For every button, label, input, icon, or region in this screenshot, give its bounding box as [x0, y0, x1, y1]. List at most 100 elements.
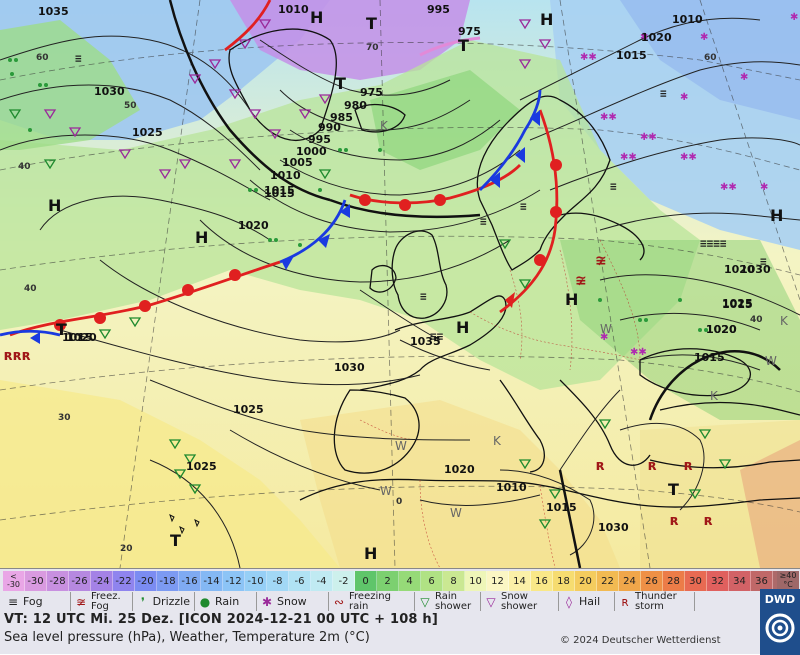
scale-cell: 22 — [597, 571, 619, 591]
low-pressure-centre: T — [170, 531, 181, 550]
drizzle-icon: ❜ — [140, 594, 145, 609]
isobar-label: 1015 — [616, 49, 647, 62]
svg-text:ʀ: ʀ — [596, 458, 605, 474]
high-pressure-centre: H — [364, 544, 378, 563]
svg-text:K: K — [380, 119, 389, 133]
svg-text:≆: ≆ — [575, 273, 587, 289]
legend-label: Snow shower — [501, 590, 538, 612]
scale-cell: 24 — [619, 571, 641, 591]
map-canvas: ✱✱✱✱✱✱ ✱✱ ✱✱✱ ✱✱✱ ✱ ✱✱✱ ✱✱✱ ≡≡≡≡ ≡≡≡≡≡≡ ≡≡… — [0, 0, 800, 568]
scale-cell: 10 — [465, 571, 487, 591]
legend-label: Rain shower — [435, 590, 472, 612]
latitude-label: 30 — [58, 413, 71, 423]
weather-symbol-legend: ≡ Fog ≆ Freez. Fog ❜ Drizzle ● Rain ✱ Snow ∾ Freezin… — [3, 590, 759, 612]
temperature-scale: < -30 -30 -28 -26 -24 -22 -20 -18 -16 -14 -12 -10 -8-… — [3, 571, 795, 591]
isobar-label: 1030 — [598, 521, 629, 534]
latitude-label: 40 — [750, 315, 763, 325]
isobar-label: 990 — [318, 121, 341, 134]
low-pressure-centre: T — [668, 480, 679, 499]
svg-text:✱✱: ✱✱ — [580, 52, 597, 63]
scale-cell: 0 — [355, 571, 377, 591]
isobar-label: 1015 — [264, 187, 295, 200]
scale-cell: -30 — [25, 571, 47, 591]
latitude-label: 20 — [120, 544, 133, 554]
isobar-label: 1015 — [694, 351, 725, 364]
isobar-label: 1030 — [94, 85, 125, 98]
copyright-text: © 2024 Deutscher Wetterdienst — [560, 635, 721, 646]
isobar-label: 1000 — [296, 145, 327, 158]
latitude-label: 40 — [24, 284, 37, 294]
isobar-label: 980 — [344, 99, 367, 112]
isobar-label: 1025 — [722, 297, 753, 310]
scale-cell: -24 — [91, 571, 113, 591]
scale-cell: 6 — [421, 571, 443, 591]
scale-cell: -20 — [135, 571, 157, 591]
isobar-label: 995 — [308, 133, 331, 146]
snow-icon: ✱ — [261, 594, 273, 609]
scale-cell: -22 — [113, 571, 135, 591]
dwd-logo-icon — [765, 613, 795, 643]
svg-text:W: W — [450, 506, 462, 520]
isobar-label: 1020 — [706, 323, 737, 336]
svg-text:≡: ≡ — [760, 255, 767, 268]
scale-cell: 30 — [685, 571, 707, 591]
svg-text:✱: ✱ — [600, 332, 608, 343]
scale-cell: 12 — [487, 571, 509, 591]
svg-text:W: W — [765, 354, 777, 368]
isobar-label: 1005 — [282, 156, 313, 169]
isobar-label: 1010 — [270, 169, 301, 182]
scale-cell: -2 — [333, 571, 355, 591]
svg-text:✱: ✱ — [760, 182, 768, 193]
legend-fog: ≡ Fog — [3, 592, 71, 611]
legend-thunderstorm: ʀ Thunder storm — [615, 591, 695, 611]
isobar-label: 1015 — [722, 298, 753, 311]
isobar-label: 1025 — [186, 460, 217, 473]
svg-text:✱: ✱ — [740, 72, 748, 83]
scale-cell: -4 — [311, 571, 333, 591]
scale-cell: 28 — [663, 571, 685, 591]
legend-label: Freezing rain — [349, 590, 391, 612]
isobar-label: 1025 — [132, 126, 163, 139]
legend-hail: ◊ Hail — [559, 592, 615, 611]
isobar-label: 975 — [360, 86, 383, 99]
freezing-fog-icon: ≆ — [75, 594, 87, 609]
svg-text:W: W — [380, 484, 392, 498]
isobar-label: 1035 — [410, 335, 441, 348]
high-pressure-centre: H — [195, 228, 209, 247]
low-pressure-centre: T — [366, 14, 377, 33]
low-pressure-centre: T — [458, 36, 469, 55]
svg-text:✱: ✱ — [700, 32, 708, 43]
freezing-rain-icon: ∾ — [333, 594, 345, 609]
hail-icon: ◊ — [566, 594, 572, 609]
isobar-label: 1015 — [62, 331, 93, 344]
svg-text:ʀʀʀ: ʀʀʀ — [4, 348, 31, 364]
scale-cell: 2 — [377, 571, 399, 591]
high-pressure-centre: H — [310, 8, 324, 27]
isobar-label: 1030 — [740, 263, 771, 276]
isobar-label: 1020 — [706, 323, 737, 336]
svg-text:K: K — [493, 434, 502, 448]
scale-cell: -8 — [267, 571, 289, 591]
legend-rain-shower: ▽ Rain shower — [415, 590, 481, 612]
isobar-label: 1030 — [334, 361, 365, 374]
svg-text:W: W — [395, 439, 407, 453]
legend-snow-shower: ▽ Snow shower — [481, 590, 559, 612]
isobar-label: 1015 — [264, 184, 295, 197]
svg-text:≆: ≆ — [595, 253, 607, 269]
scale-cell: -6 — [289, 571, 311, 591]
latitude-label: 60 — [36, 53, 49, 63]
legend-freezing-rain: ∾ Freezing rain — [329, 590, 415, 612]
low-pressure-centre: T — [56, 320, 67, 339]
rain-icon: ● — [199, 594, 211, 609]
scale-cell: 18 — [553, 571, 575, 591]
isobar-label: 1010 — [672, 13, 703, 26]
svg-text:≡≡≡≡: ≡≡≡≡ — [700, 237, 727, 250]
isobar-label: 1020 — [641, 31, 672, 44]
scale-cell: -16 — [179, 571, 201, 591]
latitude-label: 50 — [124, 101, 137, 111]
isobar-label: 1020 — [238, 219, 269, 232]
scale-cell: -12 — [223, 571, 245, 591]
svg-text:ʀ: ʀ — [684, 458, 693, 474]
rain-shower-icon: ▽ — [420, 594, 430, 609]
scale-cell: 4 — [399, 571, 421, 591]
